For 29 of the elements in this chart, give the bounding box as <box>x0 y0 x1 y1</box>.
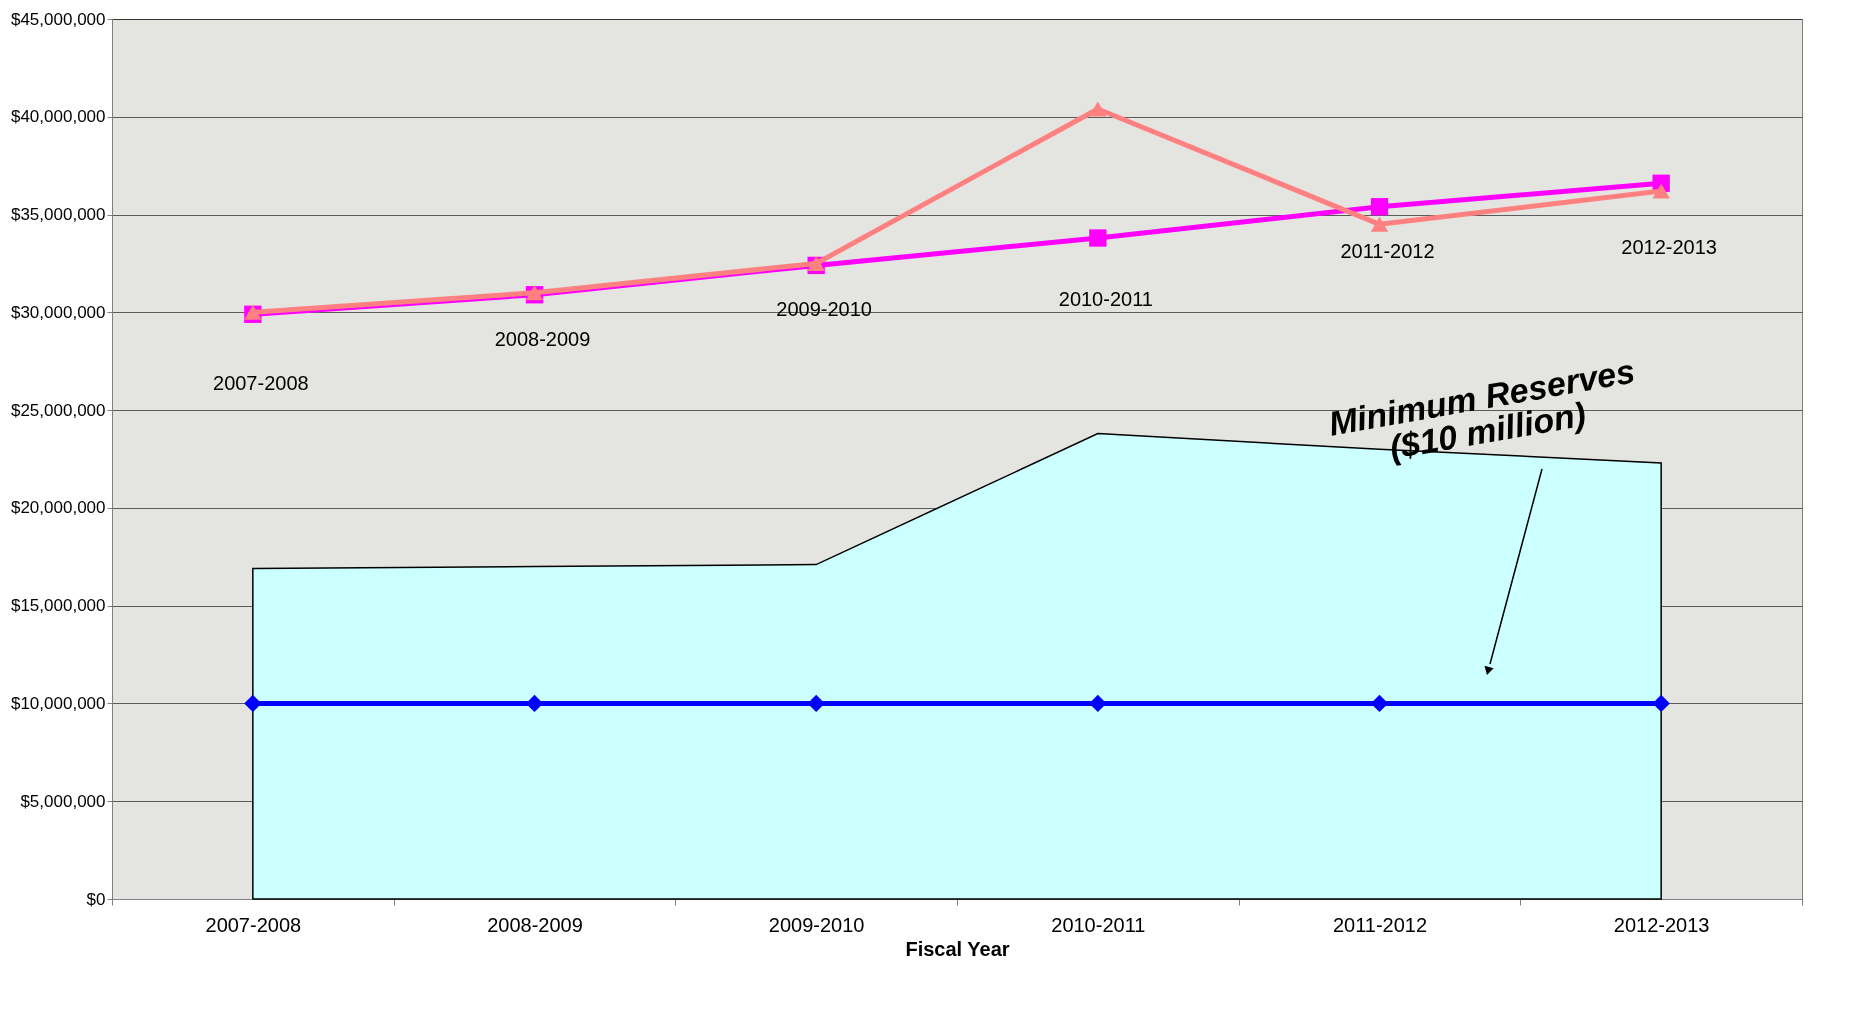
x-tick-label: 2011-2012 <box>1332 913 1428 936</box>
y-tick-label: $5,000,000 <box>20 791 106 811</box>
annotation: 2012-2013 <box>1621 236 1717 259</box>
annotation: 2007-2008 <box>213 372 309 395</box>
point <box>1652 183 1670 199</box>
y-tick-label: $10,000,000 <box>10 693 106 713</box>
point <box>807 255 825 271</box>
x-tick-label: 2009-2010 <box>768 913 865 936</box>
y-tick-label: $20,000,000 <box>10 498 106 518</box>
y-tick-label: $25,000,000 <box>10 400 106 420</box>
x-tick-label: 2010-2011 <box>1051 913 1146 936</box>
annotation: 2011-2012 <box>1340 239 1435 262</box>
annotation: Minimum Reserves ($10 million) <box>1325 351 1638 467</box>
x-axis-title: Fiscal Year <box>905 937 1010 960</box>
y-tick-label: $30,000,000 <box>10 302 106 322</box>
annotation: 2008-2009 <box>494 327 591 350</box>
point <box>1089 101 1107 117</box>
annotation: 2010-2011 <box>1058 288 1153 311</box>
y-tick-label: $15,000,000 <box>10 596 106 616</box>
x-tick-label: 2007-2008 <box>205 913 302 936</box>
point <box>1089 229 1107 247</box>
x-tick-label: 2012-2013 <box>1613 913 1710 936</box>
y-tick-label: $0 <box>86 889 106 909</box>
point <box>1370 216 1389 232</box>
y-tick-label: $45,000,000 <box>10 9 106 29</box>
y-tick-label: $40,000,000 <box>10 107 106 127</box>
y-tick-label: $35,000,000 <box>10 205 106 225</box>
x-tick-label: 2008-2009 <box>487 913 583 936</box>
point <box>1370 198 1389 216</box>
